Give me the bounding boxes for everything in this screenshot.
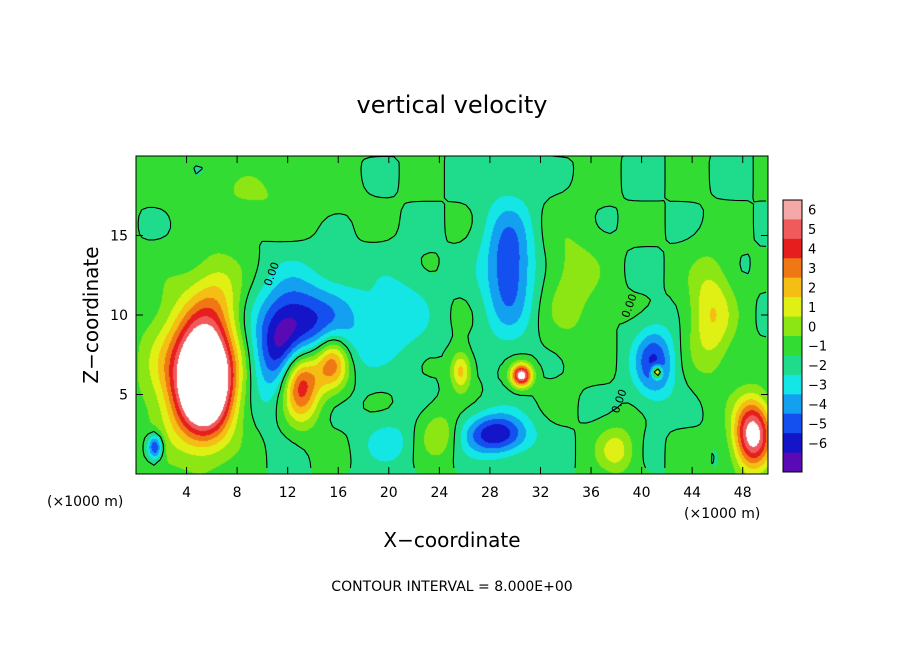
colorbar-swatch [783,297,802,318]
colorbar-swatch [783,452,802,473]
colorbar-swatch [783,238,802,259]
colorbar-swatch [783,219,802,240]
colorbar-label: 3 [808,262,816,277]
colorbar-label: 0 [808,320,816,335]
chart-title: vertical velocity [357,91,548,119]
colorbar-swatch [783,433,802,454]
colorbar-label: 5 [808,223,816,238]
colorbar-label: 1 [808,301,816,316]
x-axis-ticks: 4 8 12 16 20 24 28 32 36 40 44 48 [182,156,752,501]
x-unit-label-right: (×1000 m) [684,506,760,522]
contour-line-zero [137,155,767,469]
colorbar-swatch [783,394,802,415]
colorbar-labels: 6 5 4 3 2 1 0 −1 −2 −3 −4 −5 −6 [808,204,827,452]
x-tick-label: 44 [683,485,701,501]
colorbar-label: −3 [808,379,827,394]
zero-contours [137,155,767,469]
colorbar-swatch [783,316,802,337]
contour-interval-note: CONTOUR INTERVAL = 8.000E+00 [331,579,572,595]
colorbar-swatch [783,374,802,395]
x-axis-label: X−coordinate [383,528,520,552]
x-tick-label: 40 [633,485,651,501]
colorbar-label: 2 [808,281,816,296]
colorbar-frame [782,199,803,473]
colorbar-swatch [783,277,802,298]
colorbar-label: −2 [808,359,827,374]
x-tick-label: 36 [582,485,600,501]
colorbar-label: −1 [808,340,827,355]
velocity-field [136,156,768,474]
colorbar-label: −5 [808,417,827,432]
colorbar-swatch [783,413,802,434]
y-tick-label: 10 [110,308,128,324]
colorbar-swatch [783,355,802,376]
colorbar: 6 5 4 3 2 1 0 −1 −2 −3 −4 −5 −6 [782,199,827,473]
x-tick-label: 48 [734,485,752,501]
y-axis-label: Z−coordinate [79,246,103,383]
y-tick-label: 15 [110,229,128,245]
x-tick-label: 16 [329,485,347,501]
colorbar-label: −6 [808,437,827,452]
colorbar-label: 4 [808,243,816,258]
colorbar-swatch [783,200,802,220]
colorbar-swatch [783,336,802,356]
y-tick-label: 5 [119,388,128,404]
x-tick-label: 24 [430,485,448,501]
colorbar-label: 6 [808,204,816,219]
y-axis-ticks: 5 10 15 [110,229,768,404]
x-tick-label: 8 [233,485,242,501]
plot-area: 0.000.000.00 [135,155,769,475]
colorbar-swatch [783,258,802,279]
x-tick-label: 28 [481,485,499,501]
colorbar-label: −4 [808,398,827,413]
x-tick-label: 4 [182,485,191,501]
x-tick-label: 20 [380,485,398,501]
x-tick-label: 32 [532,485,550,501]
x-tick-label: 12 [279,485,297,501]
x-unit-label-left: (×1000 m) [47,494,123,510]
